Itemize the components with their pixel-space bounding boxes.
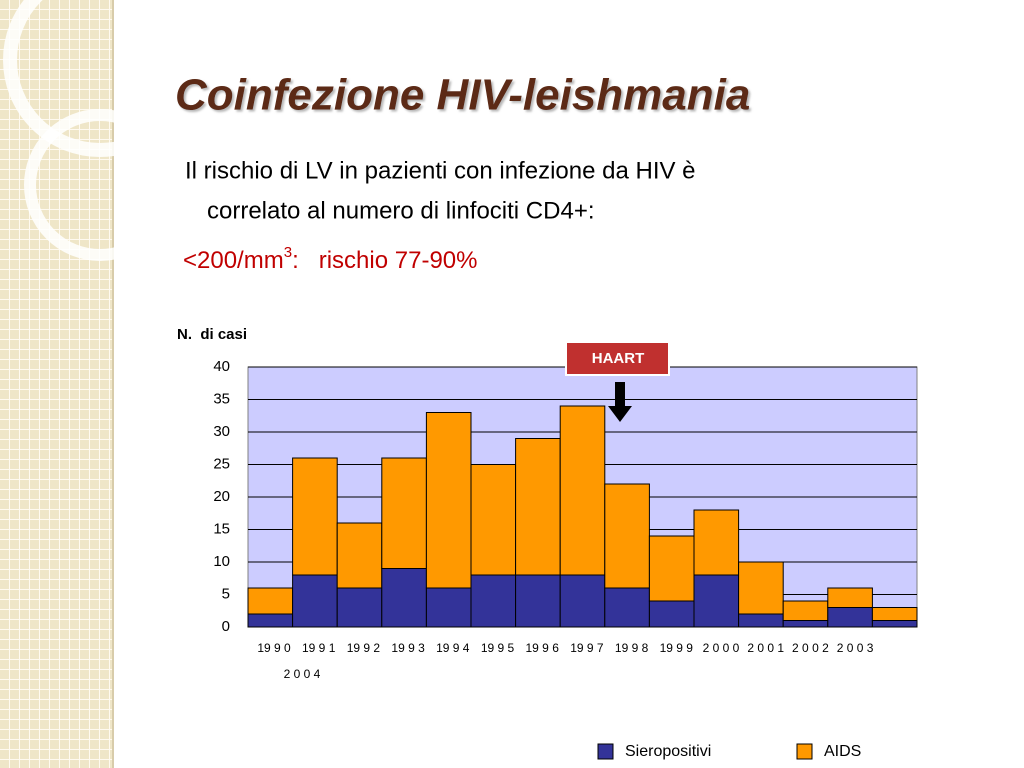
bar-segment bbox=[336, 587, 383, 628]
bar-segment bbox=[470, 574, 517, 628]
bar-segment bbox=[738, 613, 784, 628]
bar-segment bbox=[559, 405, 606, 576]
x-tick-label: 19 9 2 bbox=[347, 641, 381, 655]
y-tick-label: 35 bbox=[213, 390, 230, 407]
bar-segment bbox=[693, 574, 740, 628]
bar-segment bbox=[381, 568, 427, 628]
y-tick-label: 10 bbox=[213, 553, 230, 570]
deco-circle bbox=[3, 0, 197, 157]
x-tick-label: 2 0 0 4 bbox=[284, 667, 321, 681]
annotation-arrow-shaft bbox=[615, 382, 625, 408]
bar-segment bbox=[381, 457, 427, 569]
annotation-box bbox=[565, 341, 670, 376]
x-tick-label: 2 0 0 2 bbox=[792, 641, 829, 655]
x-tick-label: 19 9 9 bbox=[660, 641, 694, 655]
y-axis-label: N. di casi bbox=[177, 326, 247, 343]
annotation-arrow-head bbox=[608, 406, 632, 422]
bar-segment bbox=[648, 600, 695, 628]
y-tick-label: 5 bbox=[222, 585, 230, 602]
x-tick-label: 2 0 0 0 bbox=[703, 641, 740, 655]
y-tick-label: 20 bbox=[213, 488, 230, 505]
bar-segment bbox=[782, 600, 829, 621]
highlight-line: <200/mm3: rischio 77-90% bbox=[183, 244, 477, 274]
highlight-sup: 3 bbox=[284, 244, 292, 261]
x-tick-label: 19 9 5 bbox=[481, 641, 515, 655]
body-line: correlato al numero di linfociti CD4+: bbox=[207, 197, 595, 224]
x-tick-label: 19 9 7 bbox=[570, 641, 604, 655]
bar-segment bbox=[336, 522, 383, 589]
bar-segment bbox=[515, 574, 561, 628]
y-tick-label: 30 bbox=[213, 423, 230, 440]
bar-segment bbox=[827, 607, 873, 628]
bar-segment bbox=[425, 587, 472, 628]
highlight-rest: : rischio 77-90% bbox=[292, 247, 477, 274]
legend-label: Sieropositivi bbox=[625, 743, 711, 760]
body-line: Il rischio di LV in pazienti con infezio… bbox=[185, 157, 696, 184]
bar-segment bbox=[604, 483, 650, 589]
bar-segment bbox=[292, 574, 338, 628]
legend-label: AIDS bbox=[824, 743, 861, 760]
highlight-text: <200/mm bbox=[183, 247, 284, 274]
bar-segment bbox=[247, 587, 294, 615]
bar-segment bbox=[470, 464, 517, 576]
bar-segment bbox=[515, 438, 561, 576]
bar-segment bbox=[693, 509, 740, 576]
x-tick-label: 19 9 6 bbox=[526, 641, 560, 655]
legend-swatch bbox=[597, 743, 614, 760]
bar-segment bbox=[871, 607, 918, 621]
x-tick-label: 19 9 8 bbox=[615, 641, 649, 655]
y-tick-label: 25 bbox=[213, 455, 230, 472]
x-tick-label: 19 9 0 bbox=[257, 641, 291, 655]
annotation-label: HAART bbox=[592, 350, 645, 367]
y-tick-label: 0 bbox=[222, 618, 230, 635]
bar-segment bbox=[292, 457, 338, 576]
deco-circle bbox=[24, 109, 176, 261]
bar-segment bbox=[782, 620, 829, 628]
x-tick-label: 2 0 0 3 bbox=[837, 641, 874, 655]
x-tick-label: 19 9 1 bbox=[302, 641, 336, 655]
x-tick-label: 19 9 4 bbox=[436, 641, 470, 655]
x-tick-label: 2 0 0 1 bbox=[747, 641, 784, 655]
x-tick-label: 19 9 3 bbox=[391, 641, 425, 655]
bar-segment bbox=[247, 613, 294, 628]
y-tick-label: 40 bbox=[213, 358, 230, 375]
y-tick-label: 15 bbox=[213, 520, 230, 537]
bar-segment bbox=[827, 587, 873, 608]
bar-segment bbox=[559, 574, 606, 628]
bar-segment bbox=[648, 535, 695, 602]
bar-segment bbox=[738, 561, 784, 615]
legend-swatch bbox=[796, 743, 813, 760]
bar-segment bbox=[871, 620, 918, 628]
slide-title: Coinfezione HIV-leishmania bbox=[175, 71, 750, 120]
bar-segment bbox=[604, 587, 650, 628]
bar-segment bbox=[425, 412, 472, 589]
